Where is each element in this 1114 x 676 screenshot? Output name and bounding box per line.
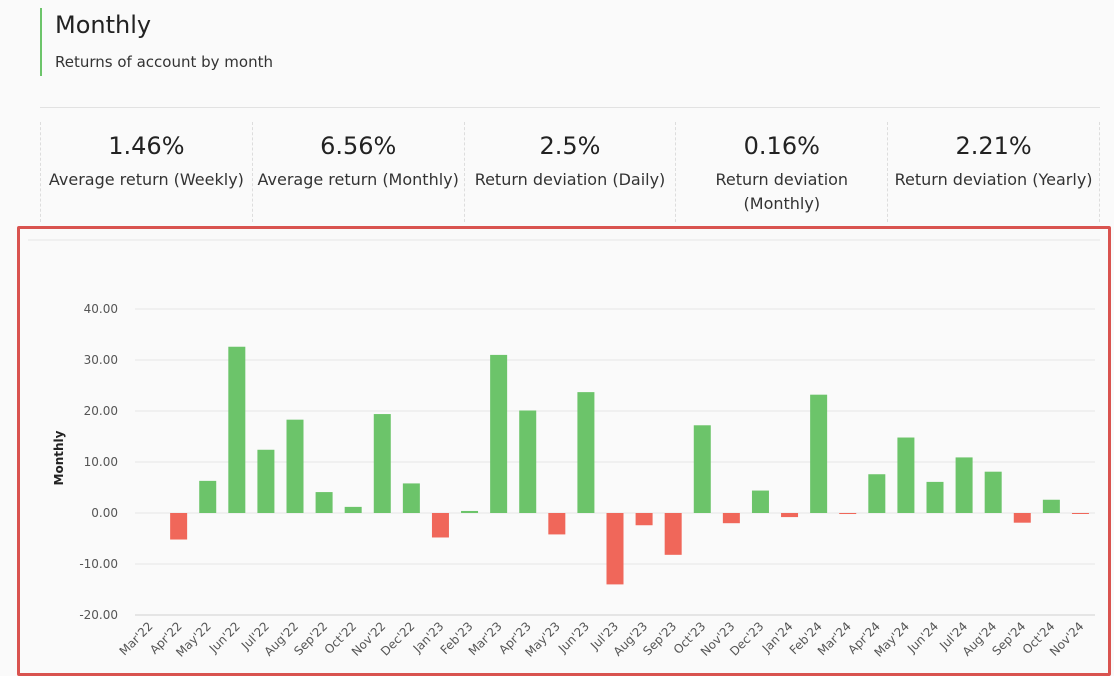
bar-jan-24[interactable]: [781, 513, 799, 518]
stats-row: 1.46% Average return (Weekly) 6.56% Aver…: [40, 122, 1100, 222]
x-axis-ticks: Mar'22Apr'22May'22Jun'22Jul'22Aug'22Sep'…: [117, 619, 1087, 660]
bar-mar-24[interactable]: [839, 513, 857, 515]
bar-jun-22[interactable]: [228, 346, 246, 513]
x-tick-label: Jun'23: [555, 619, 592, 656]
stat-value: 1.46%: [108, 132, 185, 160]
x-tick-label: Jun'22: [206, 619, 243, 656]
stat-value: 2.21%: [955, 132, 1032, 160]
stat-value: 6.56%: [320, 132, 397, 160]
bar-dec-23[interactable]: [751, 490, 769, 513]
bar-aug-23[interactable]: [635, 513, 653, 526]
bar-may-23[interactable]: [548, 513, 566, 535]
bar-apr-23[interactable]: [519, 410, 537, 513]
bar-dec-22[interactable]: [402, 483, 420, 513]
bar-oct-24[interactable]: [1042, 499, 1060, 513]
y-tick-label: 30.00: [84, 353, 118, 367]
bar-sep-23[interactable]: [664, 513, 682, 555]
bar-apr-24[interactable]: [868, 474, 886, 513]
stat-return-deviation-monthly: 0.16% Return deviation (Monthly): [675, 122, 887, 222]
bar-feb-23[interactable]: [461, 510, 479, 513]
bar-nov-22[interactable]: [373, 414, 391, 513]
bar-mar-23[interactable]: [490, 354, 508, 513]
bar-jun-24[interactable]: [926, 481, 944, 513]
bar-oct-23[interactable]: [693, 425, 711, 513]
y-axis-label: Monthly: [52, 430, 66, 485]
stat-label: Average return (Weekly): [48, 170, 244, 189]
stat-average-return-monthly: 6.56% Average return (Monthly): [251, 122, 464, 222]
bar-jun-23[interactable]: [577, 392, 595, 513]
bar-aug-24[interactable]: [984, 471, 1002, 513]
y-tick-label: -20.00: [79, 608, 118, 622]
bar-nov-23[interactable]: [722, 513, 740, 524]
bar-jan-23[interactable]: [431, 513, 449, 538]
bar-feb-24[interactable]: [810, 394, 828, 513]
stat-value: 2.5%: [539, 132, 601, 160]
bar-oct-22[interactable]: [344, 506, 362, 513]
y-axis-ticks: 40.00 30.00 20.00 10.00 0.00 -10.00 -20.00: [79, 302, 118, 622]
x-tick-label: Jun'24: [904, 619, 941, 656]
stat-label: Return deviation (Daily): [474, 170, 666, 189]
y-tick-label: 10.00: [84, 455, 118, 469]
y-tick-label: 40.00: [84, 302, 118, 316]
bar-sep-22[interactable]: [315, 492, 333, 513]
chart-bars: [170, 346, 1089, 585]
page-title: Monthly: [55, 11, 152, 39]
stat-label: Return deviation (Monthly): [715, 170, 849, 213]
x-tick-label: Mar'22: [117, 619, 156, 658]
bar-aug-22[interactable]: [286, 419, 304, 513]
y-tick-label: 0.00: [91, 506, 118, 520]
bar-nov-24[interactable]: [1071, 513, 1089, 514]
header-divider: [40, 107, 1100, 108]
stat-label: Average return (Monthly): [257, 170, 459, 189]
bar-jul-23[interactable]: [606, 513, 624, 585]
section-header: Monthly Returns of account by month: [40, 8, 273, 76]
bar-jul-22[interactable]: [257, 449, 275, 513]
bar-jul-24[interactable]: [955, 457, 973, 513]
stat-average-return-weekly: 1.46% Average return (Weekly): [40, 122, 252, 222]
bar-apr-22[interactable]: [170, 513, 188, 540]
stat-return-deviation-daily: 2.5% Return deviation (Daily): [463, 122, 676, 222]
page-subtitle: Returns of account by month: [55, 53, 273, 71]
monthly-returns-chart-container: 40.00 30.00 20.00 10.00 0.00 -10.00 -20.00 Mar…: [17, 226, 1111, 676]
y-tick-label: -10.00: [79, 557, 118, 571]
stat-value: 0.16%: [743, 132, 820, 160]
bar-sep-24[interactable]: [1013, 513, 1031, 523]
bar-may-22[interactable]: [199, 480, 217, 513]
stat-return-deviation-yearly: 2.21% Return deviation (Yearly): [887, 122, 1100, 222]
bar-may-24[interactable]: [897, 437, 915, 513]
y-tick-label: 20.00: [84, 404, 118, 418]
monthly-returns-chart: 40.00 30.00 20.00 10.00 0.00 -10.00 -20.00 Mar…: [28, 239, 1100, 660]
stat-label: Return deviation (Yearly): [894, 170, 1093, 189]
